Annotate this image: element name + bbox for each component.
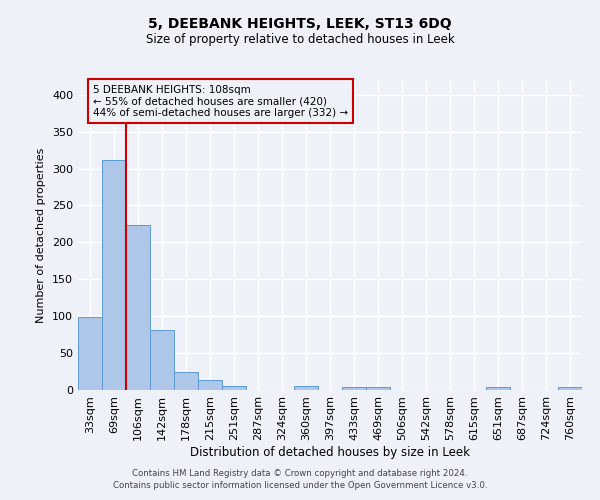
Bar (222, 386, 246, 390)
Bar (342, 387, 366, 390)
Bar (294, 386, 318, 390)
Bar (150, 330, 174, 390)
Bar (78, 317, 102, 390)
Bar (174, 372, 198, 390)
Bar (486, 387, 510, 390)
Text: Contains HM Land Registry data © Crown copyright and database right 2024.: Contains HM Land Registry data © Crown c… (132, 468, 468, 477)
Bar (366, 387, 390, 390)
Text: 5 DEEBANK HEIGHTS: 108sqm
← 55% of detached houses are smaller (420)
44% of semi: 5 DEEBANK HEIGHTS: 108sqm ← 55% of detac… (93, 84, 348, 118)
Bar (102, 160, 126, 390)
Y-axis label: Number of detached properties: Number of detached properties (37, 148, 46, 322)
Text: Size of property relative to detached houses in Leek: Size of property relative to detached ho… (146, 32, 454, 46)
Text: Contains public sector information licensed under the Open Government Licence v3: Contains public sector information licen… (113, 481, 487, 490)
Bar (198, 380, 222, 390)
Bar (558, 387, 582, 390)
Bar (126, 224, 150, 390)
Text: 5, DEEBANK HEIGHTS, LEEK, ST13 6DQ: 5, DEEBANK HEIGHTS, LEEK, ST13 6DQ (148, 18, 452, 32)
X-axis label: Distribution of detached houses by size in Leek: Distribution of detached houses by size … (190, 446, 470, 458)
